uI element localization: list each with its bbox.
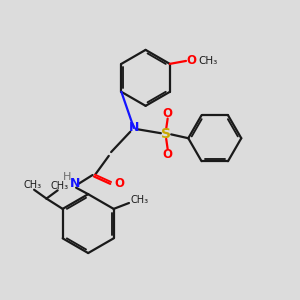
Text: O: O (187, 54, 196, 68)
Text: O: O (163, 148, 173, 160)
Text: H: H (62, 172, 71, 182)
Text: CH₃: CH₃ (198, 56, 218, 66)
Text: CH₃: CH₃ (24, 180, 42, 190)
Text: O: O (163, 107, 173, 120)
Text: S: S (161, 127, 171, 141)
Text: N: N (129, 122, 139, 134)
Text: O: O (114, 177, 124, 190)
Text: N: N (70, 177, 80, 190)
Text: CH₃: CH₃ (130, 195, 148, 205)
Text: CH₃: CH₃ (50, 181, 68, 191)
